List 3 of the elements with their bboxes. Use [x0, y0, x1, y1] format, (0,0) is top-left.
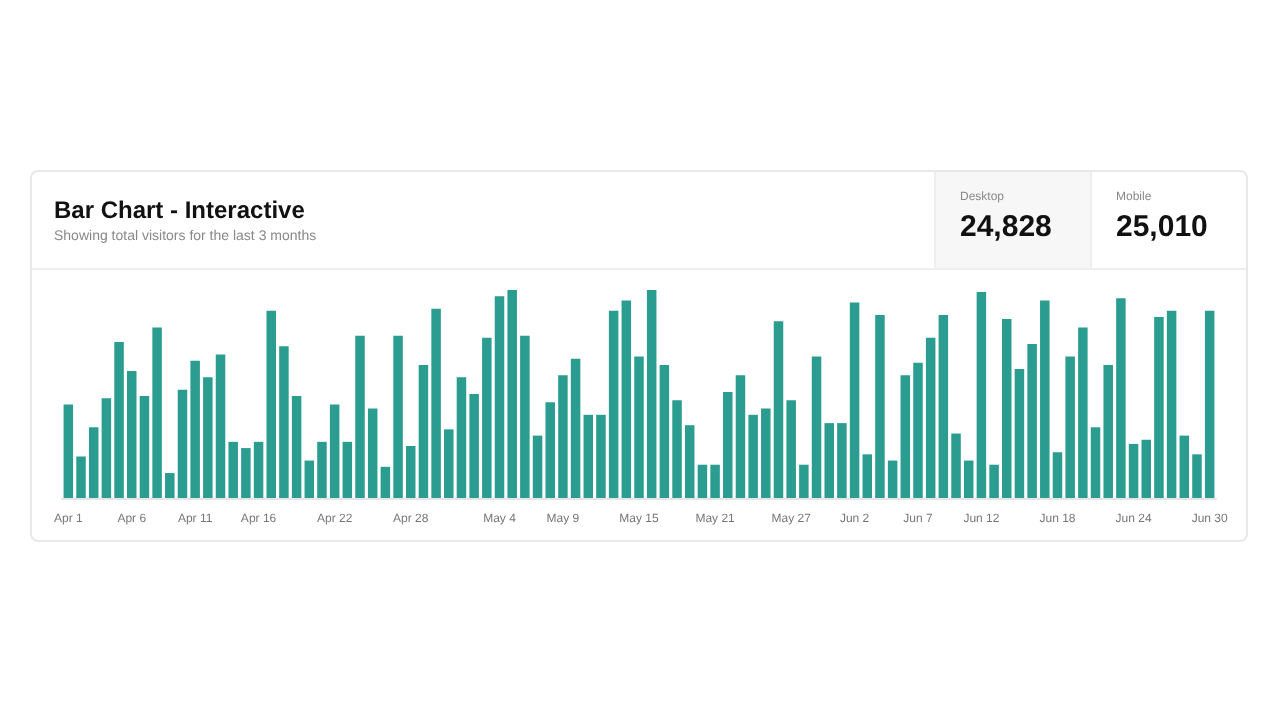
- text: 24,828: [960, 210, 1054, 244]
- chart-title: Bar Chart - Interactive: [54, 196, 307, 224]
- text: 25,010: [1116, 210, 1210, 244]
